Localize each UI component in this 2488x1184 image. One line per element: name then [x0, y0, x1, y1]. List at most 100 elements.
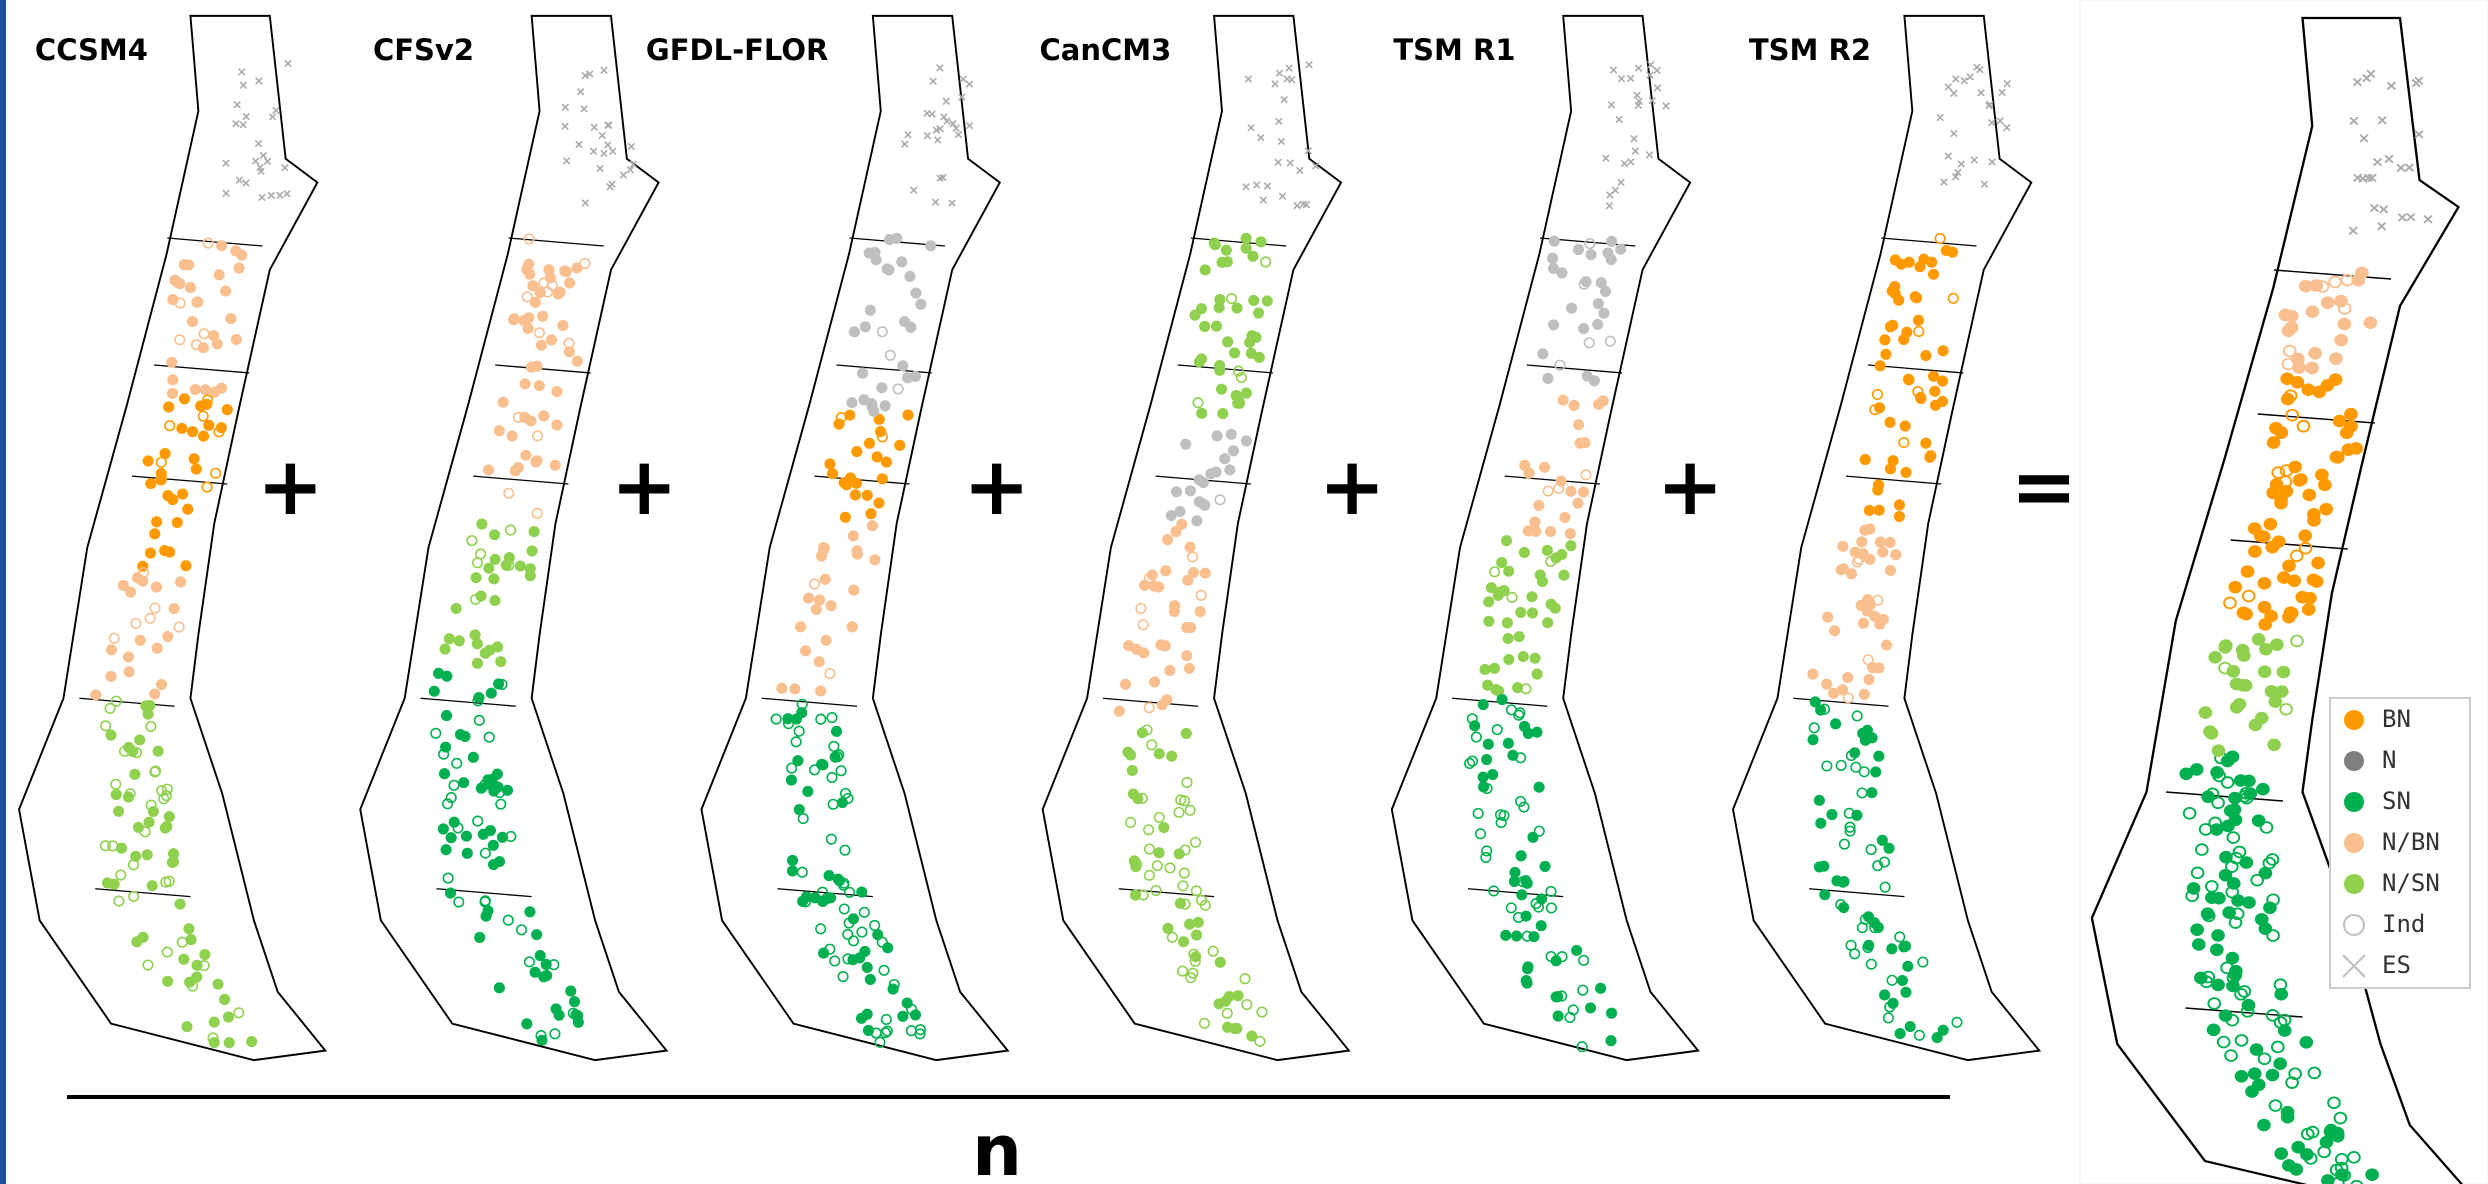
station — [1871, 388, 1883, 400]
station — [2298, 529, 2312, 543]
station — [527, 280, 539, 292]
station — [851, 445, 863, 458]
region-border — [131, 475, 228, 485]
station — [859, 321, 871, 333]
station — [1191, 929, 1203, 941]
station — [847, 935, 860, 947]
station — [221, 404, 233, 416]
region-border — [1177, 364, 1273, 374]
station — [1181, 776, 1193, 789]
station — [2208, 816, 2223, 830]
country-outline — [359, 14, 669, 1062]
station — [1902, 373, 1915, 385]
station — [861, 1008, 873, 1020]
station — [2331, 450, 2345, 464]
operator: + — [963, 440, 1030, 533]
station-es — [257, 167, 265, 176]
station — [1253, 351, 1265, 364]
station — [563, 346, 575, 358]
station — [2308, 347, 2322, 360]
station — [2284, 321, 2299, 334]
station — [1495, 817, 1507, 829]
station — [873, 497, 885, 509]
station — [529, 966, 541, 978]
model-map — [700, 14, 1010, 1062]
station — [1578, 954, 1590, 966]
station — [1807, 668, 1819, 680]
station-es — [943, 117, 951, 125]
station — [1900, 466, 1912, 479]
station — [512, 462, 524, 474]
station — [1483, 596, 1495, 608]
station — [1837, 540, 1849, 552]
station — [1584, 1002, 1597, 1014]
station — [568, 996, 581, 1008]
station — [843, 917, 855, 929]
station — [438, 768, 451, 780]
station — [1483, 615, 1495, 627]
station — [870, 254, 882, 266]
station-es — [627, 142, 636, 151]
station — [1165, 510, 1177, 522]
station — [213, 269, 225, 281]
station — [485, 687, 497, 699]
station — [155, 473, 167, 485]
station — [182, 503, 194, 515]
station — [1523, 467, 1535, 479]
station — [1211, 430, 1223, 442]
station — [1872, 860, 1884, 872]
station-es — [1631, 147, 1640, 155]
station — [484, 824, 496, 837]
station — [215, 382, 228, 394]
station — [838, 903, 850, 915]
station — [1166, 931, 1178, 943]
station — [1513, 631, 1525, 643]
station-es — [1605, 202, 1614, 210]
station — [528, 526, 540, 538]
station — [2204, 880, 2219, 893]
station — [452, 822, 464, 834]
station — [2203, 725, 2217, 738]
station-es — [1286, 159, 1294, 167]
station — [515, 924, 528, 936]
legend-label: ES — [2382, 951, 2411, 979]
station — [140, 700, 152, 712]
station — [1583, 337, 1595, 349]
station — [2182, 807, 2197, 820]
station-es — [1295, 166, 1304, 175]
station — [864, 304, 876, 316]
station-es — [1275, 117, 1283, 126]
station — [824, 668, 836, 680]
station — [2265, 1009, 2280, 1022]
station — [1850, 761, 1862, 773]
station-es — [581, 71, 589, 80]
station — [2201, 909, 2216, 923]
station — [168, 603, 180, 615]
station — [534, 949, 546, 962]
station — [1143, 572, 1156, 584]
station — [2179, 767, 2194, 781]
station — [901, 997, 913, 1009]
station — [166, 356, 178, 368]
station — [909, 1009, 922, 1021]
station — [884, 349, 896, 361]
station — [837, 971, 849, 983]
station — [1902, 960, 1914, 972]
station — [184, 976, 196, 988]
station — [1533, 499, 1545, 511]
station-es — [2003, 79, 2011, 88]
station — [2265, 1068, 2280, 1082]
station — [1490, 683, 1502, 696]
station — [470, 572, 482, 584]
station-es — [222, 189, 230, 198]
station — [2229, 701, 2244, 714]
station — [134, 634, 146, 646]
station — [142, 959, 154, 971]
station — [223, 1037, 235, 1049]
model-label: CFSv2 — [373, 33, 474, 67]
station — [1481, 753, 1493, 766]
station — [531, 929, 543, 941]
station — [1894, 1028, 1906, 1040]
station — [2232, 845, 2247, 859]
station — [180, 560, 192, 572]
